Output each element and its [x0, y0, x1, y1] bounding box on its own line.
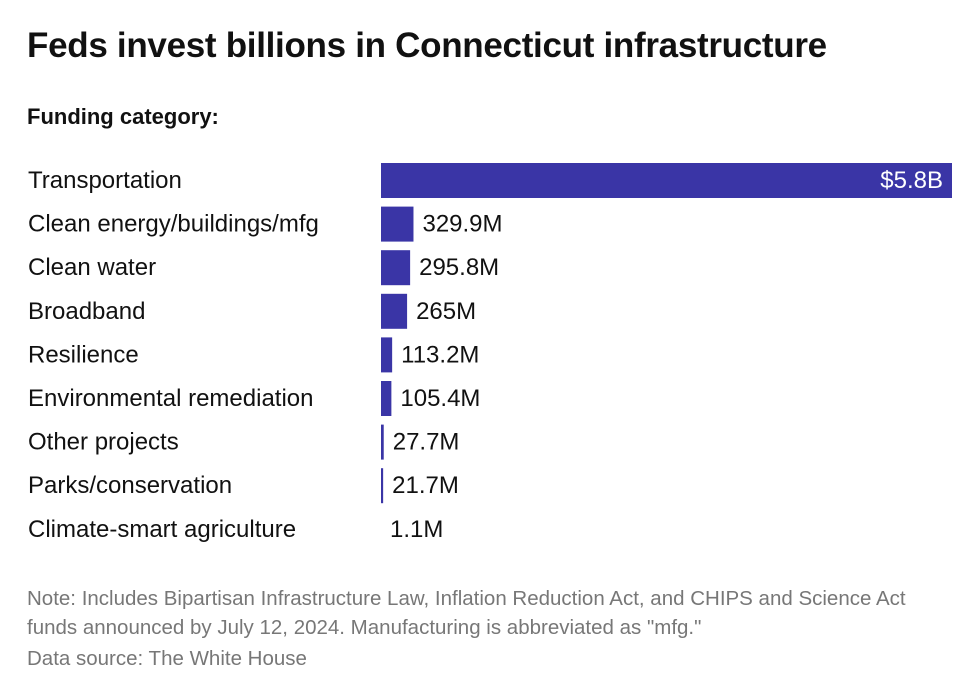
bar — [381, 424, 384, 460]
value-label: 21.7M — [392, 472, 459, 499]
bar-chart: Transportation $5.8B Clean energy/building… — [28, 163, 952, 543]
bar — [381, 468, 384, 504]
category-label: Climate-smart agriculture — [28, 516, 296, 543]
value-label: 329.9M — [422, 211, 502, 238]
chart-subtitle: Funding category: — [27, 104, 219, 129]
bar — [381, 250, 411, 286]
category-label: Clean water — [28, 254, 156, 281]
bar — [381, 381, 392, 416]
category-label: Environmental remediation — [28, 385, 313, 412]
value-label: 265M — [416, 298, 476, 325]
category-label: Transportation — [28, 167, 182, 194]
chart-title: Feds invest billions in Connecticut infr… — [27, 26, 827, 65]
bar — [381, 163, 952, 198]
category-label: Other projects — [28, 429, 179, 456]
bar — [381, 337, 393, 373]
category-label: Clean energy/buildings/mfg — [28, 211, 319, 238]
value-label: 113.2M — [401, 341, 479, 368]
value-label: 27.7M — [393, 429, 460, 456]
bar — [381, 206, 414, 242]
category-label: Parks/conservation — [28, 472, 232, 499]
category-label: Resilience — [28, 341, 139, 368]
value-label: 1.1M — [390, 516, 443, 543]
value-label: 295.8M — [419, 254, 499, 281]
value-label: 105.4M — [400, 385, 480, 412]
value-label: $5.8B — [880, 167, 943, 194]
chart-note: Note: Includes Bipartisan Infrastructure… — [27, 587, 906, 639]
category-label: Broadband — [28, 298, 145, 325]
bar — [381, 293, 408, 329]
data-source: Data source: The White House — [27, 647, 307, 670]
